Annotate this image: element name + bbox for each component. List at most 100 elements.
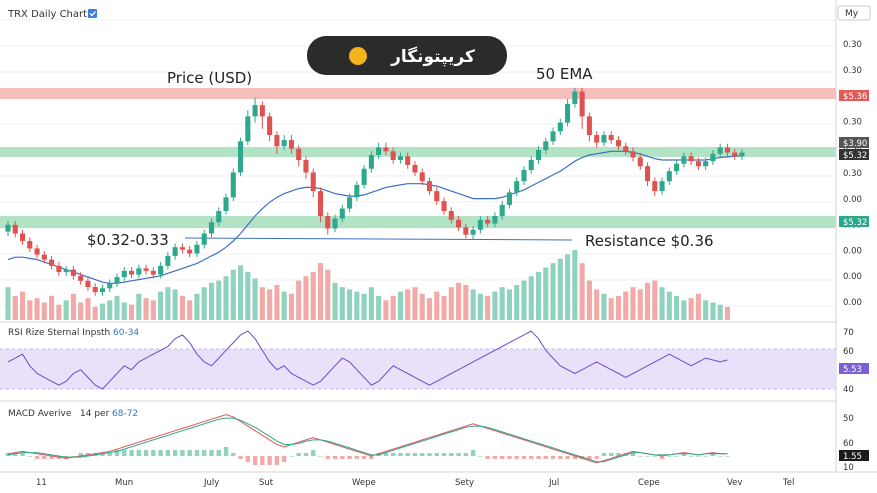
x-axis-label: Mun	[115, 478, 133, 488]
macd-histogram-bar	[260, 456, 265, 465]
volume-bar	[717, 304, 723, 320]
macd-histogram-bar	[536, 456, 541, 459]
candle-body	[288, 140, 294, 149]
candle-body	[165, 255, 171, 266]
macd-histogram-bar	[252, 456, 258, 465]
macd-histogram-bar	[718, 456, 723, 457]
macd-histogram-bar	[340, 456, 345, 459]
candle-body	[485, 219, 491, 224]
volume-bar	[397, 291, 403, 320]
candle-body	[230, 172, 236, 198]
macd-histogram-bar	[49, 456, 54, 459]
macd-histogram-bar	[383, 453, 389, 456]
x-axis-label: Vev	[727, 478, 742, 488]
candle-body	[557, 122, 563, 132]
macd-histogram-bar	[543, 456, 548, 459]
volume-bar	[238, 265, 244, 320]
candle-body	[477, 219, 483, 230]
macd-histogram-bar	[361, 456, 367, 459]
macd-histogram-bar	[129, 450, 134, 456]
volume-bar	[354, 291, 360, 320]
volume-bar	[78, 302, 84, 320]
x-axis-labels: 11 Mun July Sut Wepe Sety Jul Cepe Vev Tel	[36, 478, 794, 488]
volume-bar	[332, 282, 338, 320]
volume-bar	[12, 295, 18, 320]
macd-tick-label: 50	[843, 414, 854, 424]
support-price-tag	[839, 216, 869, 227]
macd-histogram-bar	[594, 456, 599, 459]
macd-histogram-bar	[369, 456, 374, 459]
rsi-title: RSI Rize Sternal Inpsth	[8, 328, 110, 338]
resistance-price-tag	[839, 90, 869, 101]
macd-histogram-bar	[441, 453, 447, 456]
volume-bar	[405, 289, 411, 320]
candle-body	[688, 156, 694, 162]
mid-support-zone	[0, 147, 836, 157]
volume-bar	[63, 300, 69, 320]
macd-histogram-bar	[572, 456, 578, 459]
price-tick-label: 0.30	[843, 66, 862, 76]
macd-axis-ticks: 50 60 10	[843, 414, 854, 473]
macd-value-tag	[839, 450, 869, 461]
volume-bar	[543, 267, 549, 320]
volume-bar	[644, 282, 651, 320]
candle-body	[644, 166, 651, 182]
candle-body	[594, 135, 600, 143]
macd-histogram-bar	[725, 456, 730, 457]
volume-bar	[208, 282, 215, 320]
candle-body	[63, 269, 69, 273]
volume-bar	[470, 289, 476, 320]
x-axis-label: Wepe	[352, 478, 376, 488]
candle-body	[608, 135, 614, 141]
candle-body	[550, 131, 556, 142]
candle-body	[56, 265, 62, 273]
macd-histogram-bar	[78, 453, 83, 456]
candle-body	[456, 219, 462, 228]
volume-bar	[368, 287, 374, 320]
candle-body	[27, 240, 33, 249]
volume-bar	[19, 291, 26, 320]
x-axis-label: 11	[36, 478, 47, 488]
macd-histogram-bar	[318, 456, 323, 457]
volume-bar	[259, 287, 265, 320]
volume-bar	[485, 295, 491, 320]
price-tick-label: 0.00	[843, 246, 862, 256]
title-dropdown-button[interactable]	[88, 9, 97, 18]
candle-body	[535, 150, 542, 160]
mid1-price-tag-text: $3.90	[843, 139, 867, 149]
macd-histogram-bar	[688, 456, 694, 457]
volume-bar	[252, 278, 258, 320]
candle-body	[187, 249, 193, 254]
volume-bar	[557, 258, 563, 320]
support-price-tag-text: $5.32	[843, 218, 867, 228]
volume-bar	[136, 293, 142, 320]
macd-histogram-bar	[485, 456, 490, 459]
rsi-tick-label: 70	[843, 328, 854, 338]
macd-histogram-bar	[398, 453, 403, 456]
ema-50-line	[7, 150, 743, 284]
candle-body	[623, 146, 629, 152]
chart-title: TRX Daily Chart	[7, 9, 87, 20]
macd-histogram-bar	[609, 453, 614, 456]
volume-bar	[521, 280, 527, 320]
x-axis-label: Jul	[548, 478, 559, 488]
volume-bar	[608, 298, 614, 320]
support-trend-line	[184, 237, 573, 241]
resistance-label: Resistance $0.36	[585, 232, 714, 250]
corner-box[interactable]	[837, 5, 871, 21]
macd-histogram-bar	[42, 456, 47, 459]
candle-body	[739, 152, 745, 157]
candle-body	[238, 141, 244, 173]
x-axis-label: Tel	[782, 478, 794, 488]
macd-histogram-bar	[659, 456, 665, 459]
candle-body	[470, 229, 476, 235]
volume-bar	[419, 293, 425, 320]
candle-body	[637, 157, 643, 167]
macd-histogram-bar	[558, 456, 563, 459]
volume-bar	[463, 285, 469, 320]
volume-bar	[267, 289, 273, 320]
volume-bar	[383, 300, 389, 320]
candle-body	[528, 159, 534, 170]
macd-histogram-bar	[245, 456, 251, 462]
candle-body	[347, 197, 353, 209]
